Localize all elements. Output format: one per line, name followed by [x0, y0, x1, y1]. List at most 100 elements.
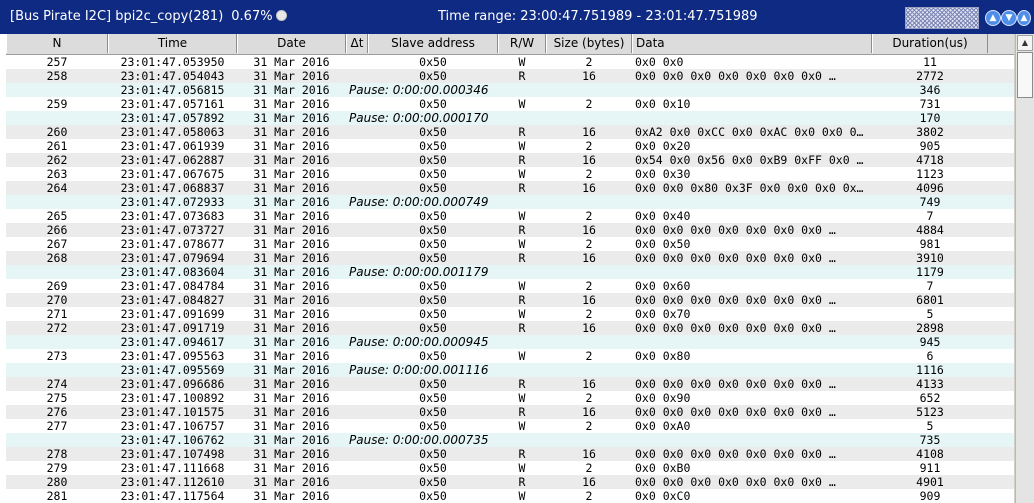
- up-arrow-icon[interactable]: ▲: [1017, 10, 1031, 26]
- table-row[interactable]: 271 23:01:47.091699 31 Mar 2016 0x50 W 2 0x0 0…: [6, 307, 1014, 321]
- table-row[interactable]: 281 23:01:47.117564 31 Mar 2016 0x50 W 2 0x0 0…: [6, 489, 1014, 503]
- cell-n: 272: [46, 321, 68, 335]
- table-body[interactable]: 257 23:01:47.053950 31 Mar 2016 0x50 W 2 0x0 0…: [6, 55, 1014, 503]
- cell-n: 267: [46, 237, 68, 251]
- up-arrow-icon[interactable]: ▲: [985, 10, 1001, 26]
- cell-duration: 6: [926, 349, 934, 363]
- table-row[interactable]: 263 23:01:47.067675 31 Mar 2016 0x50 W 2 0x0 0…: [6, 167, 1014, 181]
- table-row[interactable]: 265 23:01:47.073683 31 Mar 2016 0x50 W 2 0x0 0…: [6, 209, 1014, 223]
- cell-duration: 731: [919, 97, 941, 111]
- cell-size: 2: [585, 489, 593, 503]
- cell-slave: 0x50: [419, 181, 447, 195]
- cell-slave: 0x50: [419, 97, 447, 111]
- cell-date: 31 Mar 2016: [253, 97, 330, 111]
- column-header-data[interactable]: Data: [632, 34, 872, 53]
- cell-rw: R: [518, 475, 526, 489]
- column-header-duration[interactable]: Duration(us): [872, 34, 988, 53]
- cell-data: 0x0 0x50: [635, 237, 691, 251]
- pause-row[interactable]: 23:01:47.056815 31 Mar 2016 Pause: 0:00:00…: [6, 83, 1014, 97]
- pause-row[interactable]: 23:01:47.094617 31 Mar 2016 Pause: 0:00:00…: [6, 335, 1014, 349]
- table-row[interactable]: 266 23:01:47.073727 31 Mar 2016 0x50 R 16 0x0 …: [6, 223, 1014, 237]
- table-row[interactable]: 259 23:01:47.057161 31 Mar 2016 0x50 W 2 0x0 0…: [6, 97, 1014, 111]
- down-arrow-icon[interactable]: ▼: [1001, 10, 1017, 26]
- cell-size: 2: [585, 461, 593, 475]
- cell-date: 31 Mar 2016: [253, 69, 330, 83]
- pause-row[interactable]: 23:01:47.057892 31 Mar 2016 Pause: 0:00:00…: [6, 111, 1014, 125]
- cell-rw: R: [518, 181, 526, 195]
- cell-n: 258: [46, 69, 68, 83]
- cell-n: 274: [46, 377, 68, 391]
- cell-data: 0x0 0x0 0x0 0x0 0x0 0x0 0x0 …: [635, 321, 836, 335]
- cell-n: 261: [46, 139, 68, 153]
- cell-duration: 1179: [916, 265, 944, 279]
- cell-data: 0x0 0x0 0x0 0x0 0x0 0x0 0x0 …: [635, 251, 836, 265]
- cell-date: 31 Mar 2016: [253, 419, 330, 433]
- column-header-n[interactable]: N: [6, 34, 108, 53]
- column-header-date[interactable]: Date: [237, 34, 346, 53]
- cell-date: 31 Mar 2016: [253, 447, 330, 461]
- cell-slave: 0x50: [419, 209, 447, 223]
- column-header-dt[interactable]: Δt: [346, 34, 368, 53]
- cell-duration: 749: [919, 195, 941, 209]
- cell-size: 2: [585, 391, 593, 405]
- cell-data: 0x0 0x0 0x0 0x0 0x0 0x0 0x0 …: [635, 475, 836, 489]
- cell-duration: 5123: [916, 405, 944, 419]
- table-row[interactable]: 280 23:01:47.112610 31 Mar 2016 0x50 R 16 0x0 …: [6, 475, 1014, 489]
- cell-time: 23:01:47.095569: [120, 363, 225, 377]
- cell-size: 2: [585, 55, 593, 69]
- table-row[interactable]: 272 23:01:47.091719 31 Mar 2016 0x50 R 16 0x0 …: [6, 321, 1014, 335]
- cell-date: 31 Mar 2016: [253, 349, 330, 363]
- cell-time: 23:01:47.084784: [120, 279, 225, 293]
- table-row[interactable]: 279 23:01:47.111668 31 Mar 2016 0x50 W 2 0x0 0…: [6, 461, 1014, 475]
- scroll-up-icon[interactable]: ▲: [1017, 35, 1033, 51]
- cell-rw: W: [518, 461, 526, 475]
- scroll-thumb[interactable]: [1017, 52, 1033, 98]
- cell-time: 23:01:47.101575: [120, 405, 225, 419]
- table-row[interactable]: 277 23:01:47.106757 31 Mar 2016 0x50 W 2 0x0 0…: [6, 419, 1014, 433]
- table-row[interactable]: 268 23:01:47.079694 31 Mar 2016 0x50 R 16 0x0 …: [6, 251, 1014, 265]
- cell-time: 23:01:47.091719: [120, 321, 225, 335]
- table-row[interactable]: 260 23:01:47.058063 31 Mar 2016 0x50 R 16 0xA2…: [6, 125, 1014, 139]
- column-header-size[interactable]: Size (bytes): [546, 34, 632, 53]
- window-title: [Bus Pirate I2C] bpi2c_copy(281): [10, 9, 224, 24]
- table-row[interactable]: 258 23:01:47.054043 31 Mar 2016 0x50 R 16 0x0 …: [6, 69, 1014, 83]
- column-header-rw[interactable]: R/W: [498, 34, 546, 53]
- cell-time: 23:01:47.106757: [120, 419, 225, 433]
- column-header-slave[interactable]: Slave address: [368, 34, 498, 53]
- table-row[interactable]: 261 23:01:47.061939 31 Mar 2016 0x50 W 2 0x0 0…: [6, 139, 1014, 153]
- table-row[interactable]: 262 23:01:47.062887 31 Mar 2016 0x50 R 16 0x54…: [6, 153, 1014, 167]
- table-row[interactable]: 270 23:01:47.084827 31 Mar 2016 0x50 R 16 0x0 …: [6, 293, 1014, 307]
- cell-size: 2: [585, 97, 593, 111]
- cell-slave: 0x50: [419, 447, 447, 461]
- table-row[interactable]: 276 23:01:47.101575 31 Mar 2016 0x50 R 16 0x0 …: [6, 405, 1014, 419]
- cell-slave: 0x50: [419, 405, 447, 419]
- cell-n: 273: [46, 349, 68, 363]
- cell-n: 257: [46, 55, 68, 69]
- pause-row[interactable]: 23:01:47.072933 31 Mar 2016 Pause: 0:00:00…: [6, 195, 1014, 209]
- vertical-scrollbar[interactable]: ▲: [1015, 34, 1034, 503]
- table-row[interactable]: 274 23:01:47.096686 31 Mar 2016 0x50 R 16 0x0 …: [6, 377, 1014, 391]
- cell-pause: Pause: 0:00:00.000749: [349, 195, 489, 209]
- timeline-overview[interactable]: [905, 7, 979, 29]
- table-row[interactable]: 264 23:01:47.068837 31 Mar 2016 0x50 R 16 0x0 …: [6, 181, 1014, 195]
- pause-row[interactable]: 23:01:47.095569 31 Mar 2016 Pause: 0:00:00…: [6, 363, 1014, 377]
- cell-date: 31 Mar 2016: [253, 433, 330, 447]
- cell-time: 23:01:47.112610: [120, 475, 225, 489]
- cell-duration: 945: [919, 335, 941, 349]
- cell-n: 259: [46, 97, 68, 111]
- cell-date: 31 Mar 2016: [253, 391, 330, 405]
- table-row[interactable]: 267 23:01:47.078677 31 Mar 2016 0x50 W 2 0x0 0…: [6, 237, 1014, 251]
- cell-data: 0xA2 0x0 0xCC 0x0 0xAC 0x0 0x0 0…: [635, 125, 864, 139]
- pause-row[interactable]: 23:01:47.083604 31 Mar 2016 Pause: 0:00:00…: [6, 265, 1014, 279]
- column-header-time[interactable]: Time: [108, 34, 237, 53]
- cell-data: 0x0 0x0: [635, 55, 684, 69]
- cell-size: 16: [582, 475, 596, 489]
- table-row[interactable]: 278 23:01:47.107498 31 Mar 2016 0x50 R 16 0x0 …: [6, 447, 1014, 461]
- cell-size: 2: [585, 419, 593, 433]
- table-row[interactable]: 269 23:01:47.084784 31 Mar 2016 0x50 W 2 0x0 0…: [6, 279, 1014, 293]
- table-row[interactable]: 273 23:01:47.095563 31 Mar 2016 0x50 W 2 0x0 0…: [6, 349, 1014, 363]
- table-row[interactable]: 257 23:01:47.053950 31 Mar 2016 0x50 W 2 0x0 0…: [6, 55, 1014, 69]
- table-row[interactable]: 275 23:01:47.100892 31 Mar 2016 0x50 W 2 0x0 0…: [6, 391, 1014, 405]
- pause-row[interactable]: 23:01:47.106762 31 Mar 2016 Pause: 0:00:00…: [6, 433, 1014, 447]
- cell-date: 31 Mar 2016: [253, 237, 330, 251]
